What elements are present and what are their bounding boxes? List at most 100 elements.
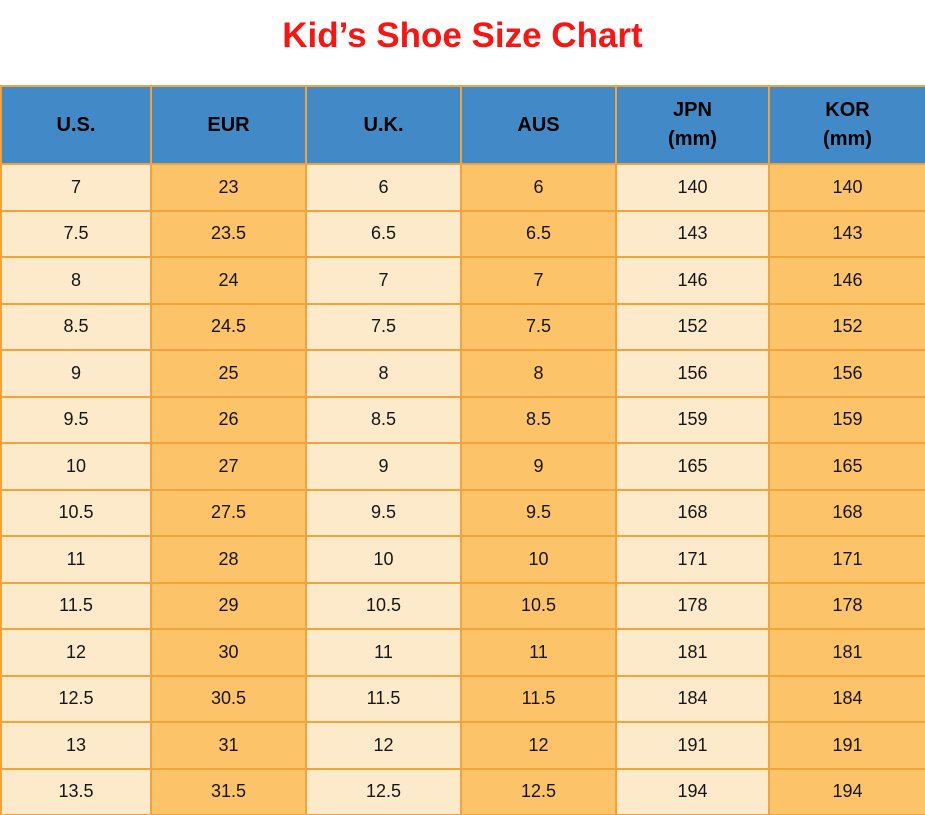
table-row: 8.5 24.5 7.5 7.5 152 152 [0,302,925,351]
size-cell: 30 [150,628,307,677]
column-header: EUR [150,85,307,165]
size-cell: 165 [768,442,925,491]
size-cell: 27 [150,442,307,491]
size-cell: 10.5 [460,581,617,630]
column-header: U.S. [0,85,152,165]
size-cell: 27.5 [150,488,307,537]
shoe-size-table: U.S. EUR U.K. AUS JPN (mm) KOR (mm) 7 23 6 6 140 1… [0,85,925,815]
size-cell: 9 [305,442,462,491]
size-cell: 181 [615,628,770,677]
column-header: KOR (mm) [768,85,925,165]
size-cell: 30.5 [150,674,307,723]
size-cell: 143 [768,209,925,258]
table-row: 13 31 12 12 191 191 [0,721,925,770]
size-cell: 6.5 [305,209,462,258]
table-row: 12.5 30.5 11.5 11.5 184 184 [0,674,925,723]
header-row: U.S. EUR U.K. AUS JPN (mm) KOR (mm) [0,85,925,165]
size-cell: 7.5 [460,302,617,351]
size-cell: 25 [150,349,307,398]
size-cell: 156 [768,349,925,398]
size-cell: 9 [0,349,152,398]
size-cell: 9.5 [0,395,152,444]
size-cell: 9 [460,442,617,491]
size-cell: 181 [768,628,925,677]
size-cell: 12 [0,628,152,677]
size-cell: 10 [305,535,462,584]
table-row: 11 28 10 10 171 171 [0,535,925,584]
table-row: 10.5 27.5 9.5 9.5 168 168 [0,488,925,537]
size-cell: 13 [0,721,152,770]
table-body: 7 23 6 6 140 140 7.5 23.5 6.5 6.5 143 143 8 24 7 7 146 14… [0,163,925,815]
size-cell: 23.5 [150,209,307,258]
table-row: 13.5 31.5 12.5 12.5 194 194 [0,767,925,815]
table-row: 7 23 6 6 140 140 [0,163,925,212]
size-cell: 7.5 [305,302,462,351]
table-row: 9.5 26 8.5 8.5 159 159 [0,395,925,444]
size-cell: 10.5 [305,581,462,630]
size-cell: 28 [150,535,307,584]
size-cell: 31 [150,721,307,770]
size-cell: 23 [150,163,307,212]
size-cell: 29 [150,581,307,630]
size-cell: 13.5 [0,767,152,815]
size-cell: 7 [0,163,152,212]
size-cell: 8 [0,256,152,305]
size-cell: 6.5 [460,209,617,258]
column-header: JPN (mm) [615,85,770,165]
size-cell: 31.5 [150,767,307,815]
table-row: 10 27 9 9 165 165 [0,442,925,491]
column-header: U.K. [305,85,462,165]
page-title: Kid’s Shoe Size Chart [282,16,643,55]
size-cell: 165 [615,442,770,491]
size-cell: 168 [768,488,925,537]
size-cell: 171 [768,535,925,584]
size-cell: 11.5 [460,674,617,723]
size-cell: 12.5 [305,767,462,815]
size-cell: 184 [615,674,770,723]
size-cell: 11 [0,535,152,584]
size-cell: 143 [615,209,770,258]
size-cell: 152 [615,302,770,351]
size-cell: 12 [460,721,617,770]
size-cell: 8 [305,349,462,398]
table-row: 9 25 8 8 156 156 [0,349,925,398]
size-cell: 7 [305,256,462,305]
size-cell: 8.5 [305,395,462,444]
size-cell: 156 [615,349,770,398]
size-cell: 140 [615,163,770,212]
size-cell: 140 [768,163,925,212]
size-cell: 194 [768,767,925,815]
size-cell: 7.5 [0,209,152,258]
size-cell: 152 [768,302,925,351]
size-cell: 159 [615,395,770,444]
size-cell: 11 [305,628,462,677]
table-row: 8 24 7 7 146 146 [0,256,925,305]
size-cell: 12.5 [0,674,152,723]
size-cell: 178 [615,581,770,630]
size-cell: 24.5 [150,302,307,351]
size-cell: 146 [615,256,770,305]
size-cell: 7 [460,256,617,305]
size-cell: 8.5 [460,395,617,444]
size-cell: 11.5 [0,581,152,630]
size-cell: 171 [615,535,770,584]
size-cell: 194 [615,767,770,815]
table-row: 11.5 29 10.5 10.5 178 178 [0,581,925,630]
size-cell: 178 [768,581,925,630]
size-cell: 8 [460,349,617,398]
size-cell: 10.5 [0,488,152,537]
column-header: AUS [460,85,617,165]
size-cell: 24 [150,256,307,305]
size-cell: 11 [460,628,617,677]
size-cell: 168 [615,488,770,537]
table-row: 12 30 11 11 181 181 [0,628,925,677]
size-cell: 9.5 [460,488,617,537]
size-cell: 191 [768,721,925,770]
size-cell: 11.5 [305,674,462,723]
size-cell: 10 [460,535,617,584]
size-cell: 26 [150,395,307,444]
table-row: 7.5 23.5 6.5 6.5 143 143 [0,209,925,258]
size-cell: 146 [768,256,925,305]
size-cell: 12 [305,721,462,770]
size-cell: 12.5 [460,767,617,815]
